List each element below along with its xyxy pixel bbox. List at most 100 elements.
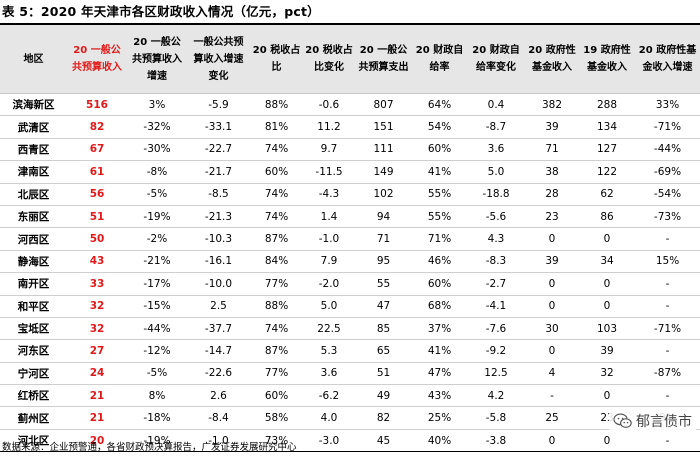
cell-fund-revenue-20: 382 <box>525 93 579 117</box>
cell-self-sufficiency-change: 12.5 <box>467 362 525 386</box>
cell-self-sufficiency: 25% <box>412 406 467 430</box>
cell-fund-revenue-19: 32 <box>579 362 635 386</box>
cell-tax-share-change: -2.0 <box>303 272 355 296</box>
cell-growth-change: -33.1 <box>187 115 250 139</box>
cell-budget-expenditure: 151 <box>355 115 412 139</box>
cell-budget-revenue: 20 <box>67 429 127 453</box>
cell-tax-share: 88% <box>250 295 303 318</box>
cell-fund-revenue-19: 39 <box>579 339 635 363</box>
cell-region: 滨海新区 <box>0 93 67 117</box>
cell-fund-revenue-19: 86 <box>579 205 635 229</box>
cell-fund-revenue-20: 0 <box>525 272 579 296</box>
cell-self-sufficiency-change: -4.1 <box>467 295 525 318</box>
cell-fund-revenue-growth: - <box>635 295 700 318</box>
source-note: 数据来源：企业预警通，各省财政预决算报告，广发证券发展研究中心 <box>2 442 297 453</box>
cell-revenue-growth: -32% <box>127 115 187 139</box>
top-rule <box>0 23 700 25</box>
cell-self-sufficiency-change: -5.8 <box>467 406 525 430</box>
cell-revenue-growth: -8% <box>127 160 187 184</box>
cell-fund-revenue-growth: - <box>635 339 700 363</box>
cell-tax-share: 88% <box>250 93 303 117</box>
cell-self-sufficiency: 54% <box>412 115 467 139</box>
cell-fund-revenue-19: 0 <box>579 227 635 251</box>
cell-budget-expenditure: 94 <box>355 205 412 229</box>
cell-tax-share: 60% <box>250 384 303 408</box>
table-row: 武清区 82 -32% -33.1 81% 11.2 151 54% -8.7 39 134 -71% <box>0 115 700 139</box>
cell-region: 津南区 <box>0 160 67 184</box>
cell-revenue-growth: -17% <box>127 272 187 296</box>
cell-budget-expenditure: 45 <box>355 429 412 453</box>
cell-self-sufficiency: 55% <box>412 205 467 229</box>
cell-growth-change: -14.7 <box>187 339 250 363</box>
col-header-self-sufficiency: 20 财政自给率 <box>412 25 467 94</box>
cell-fund-revenue-19: 0 <box>579 384 635 408</box>
cell-self-sufficiency: 37% <box>412 317 467 341</box>
cell-tax-share-change: -3.0 <box>303 429 355 453</box>
cell-fund-revenue-growth: -54% <box>635 183 700 206</box>
cell-fund-revenue-19: 62 <box>579 183 635 206</box>
col-header-tax-share-change: 20 税收占比变化 <box>303 25 355 94</box>
cell-fund-revenue-20: 38 <box>525 160 579 184</box>
cell-tax-share: 74% <box>250 317 303 341</box>
cell-growth-change: -16.1 <box>187 250 250 274</box>
cell-fund-revenue-19: 0 <box>579 429 635 453</box>
cell-self-sufficiency-change: -18.8 <box>467 183 525 206</box>
cell-revenue-growth: -18% <box>127 406 187 430</box>
cell-budget-expenditure: 102 <box>355 183 412 206</box>
cell-region: 东丽区 <box>0 205 67 229</box>
cell-growth-change: -10.3 <box>187 227 250 251</box>
cell-tax-share-change: -11.5 <box>303 160 355 184</box>
col-header-budget-revenue: 20 一般公共预算收入 <box>67 25 127 94</box>
cell-tax-share-change: 11.2 <box>303 115 355 139</box>
cell-tax-share: 73% <box>250 429 303 453</box>
cell-budget-revenue: 21 <box>67 384 127 408</box>
cell-tax-share: 87% <box>250 339 303 363</box>
cell-growth-change: 2.5 <box>187 295 250 318</box>
cell-self-sufficiency: 41% <box>412 339 467 363</box>
cell-budget-revenue: 33 <box>67 272 127 296</box>
cell-budget-revenue: 61 <box>67 160 127 184</box>
table-row: 红桥区 21 8% 2.6 60% -6.2 49 43% 4.2-0- <box>0 384 700 408</box>
cell-region: 河西区 <box>0 227 67 251</box>
cell-fund-revenue-growth: 33% <box>635 93 700 117</box>
cell-region: 西青区 <box>0 138 67 162</box>
cell-revenue-growth: -2% <box>127 227 187 251</box>
cell-budget-revenue: 32 <box>67 295 127 318</box>
cell-growth-change: -8.4 <box>187 406 250 430</box>
cell-budget-expenditure: 82 <box>355 406 412 430</box>
table-row: 滨海新区 516 3% -5.9 88% -0.6 807 64% 0.4 382 288 33% <box>0 93 700 117</box>
cell-budget-expenditure: 65 <box>355 339 412 363</box>
col-header-region: 地区 <box>0 25 67 94</box>
col-header-self-sufficiency-change: 20 财政自给率变化 <box>467 25 525 94</box>
header-row: 地区 20 一般公共预算收入 20 一般公共预算收入增速 一般公共预算收入增速变… <box>0 25 700 94</box>
cell-tax-share: 74% <box>250 138 303 162</box>
cell-fund-revenue-growth: - <box>635 272 700 296</box>
cell-budget-revenue: 43 <box>67 250 127 274</box>
cell-region: 南开区 <box>0 272 67 296</box>
cell-self-sufficiency-change: 5.0 <box>467 160 525 184</box>
cell-region: 静海区 <box>0 250 67 274</box>
cell-fund-revenue-20: 0 <box>525 227 579 251</box>
cell-budget-expenditure: 47 <box>355 295 412 318</box>
cell-budget-expenditure: 51 <box>355 362 412 386</box>
cell-self-sufficiency: 46% <box>412 250 467 274</box>
cell-fund-revenue-20: 28 <box>525 183 579 206</box>
cell-growth-change: -21.3 <box>187 205 250 229</box>
table-row: 河西区 50 -2% -10.3 87% -1.0 71 71% 4.3 0 0- <box>0 227 700 251</box>
cell-budget-expenditure: 55 <box>355 272 412 296</box>
cell-budget-expenditure: 149 <box>355 160 412 184</box>
cell-growth-change: 2.6 <box>187 384 250 408</box>
cell-revenue-growth: 3% <box>127 93 187 117</box>
table-row: 河东区 27 -12% -14.7 87% 5.3 65 41% -9.2 0 39- <box>0 339 700 363</box>
cell-tax-share-change: -0.6 <box>303 93 355 117</box>
cell-fund-revenue-20: 23 <box>525 205 579 229</box>
cell-self-sufficiency-change: -9.2 <box>467 339 525 363</box>
cell-fund-revenue-20: 71 <box>525 138 579 162</box>
cell-growth-change: -5.9 <box>187 93 250 117</box>
cell-self-sufficiency: 43% <box>412 384 467 408</box>
cell-budget-revenue: 516 <box>67 93 127 117</box>
col-header-growth-change: 一般公共预算收入增速变化 <box>187 25 250 94</box>
cell-tax-share: 84% <box>250 250 303 274</box>
cell-region: 河东区 <box>0 339 67 363</box>
